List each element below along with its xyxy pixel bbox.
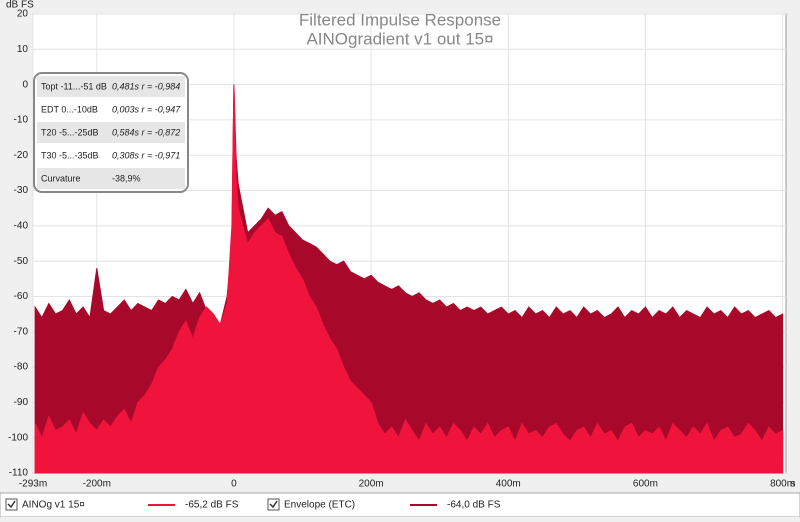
chart-title: Filtered Impulse Response <box>299 10 501 29</box>
stats-value: -38,9% <box>112 173 141 183</box>
y-tick-label: -30 <box>14 185 29 196</box>
stats-row <box>37 76 185 97</box>
stats-label: EDT 0...-10dB <box>41 104 98 114</box>
y-tick-label: -60 <box>14 291 29 302</box>
stats-row <box>37 145 185 166</box>
stats-table: Topt -11...-51 dB 0,481s r = -0,984 EDT 0.… <box>33 72 189 193</box>
x-tick-label: 600m <box>633 479 658 490</box>
y-tick-label: 10 <box>17 44 29 55</box>
stats-value: 0,003s r = -0,947 <box>112 104 181 114</box>
legend-checkbox[interactable] <box>5 498 18 511</box>
legend-label: AINOg v1 15¤ <box>22 500 85 511</box>
y-tick-label: 20 <box>17 9 29 20</box>
y-tick-label: -20 <box>14 150 29 161</box>
stats-value: 0,481s r = -0,984 <box>112 81 180 91</box>
x-tick-label: -200m <box>83 479 111 490</box>
y-tick-label: -110 <box>9 468 29 479</box>
stats-label: Curvature <box>41 173 81 183</box>
y-tick-label: -90 <box>14 397 29 408</box>
stats-value: 0,308s r = -0,971 <box>112 150 180 160</box>
stats-row <box>37 122 185 143</box>
y-tick-label: -50 <box>14 256 29 267</box>
stats-label: T30 -5...-35dB <box>41 150 99 160</box>
legend-bar <box>0 492 800 518</box>
y-tick-label: -100 <box>8 432 28 443</box>
series-area <box>34 84 784 474</box>
stats-label: T20 -5...-25dB <box>41 127 99 137</box>
y-tick-label: -40 <box>14 220 29 231</box>
y-tick-label: -80 <box>14 362 29 373</box>
y-tick-label: 0 <box>22 79 28 90</box>
x-tick-label: 200m <box>359 479 384 490</box>
checkmark <box>7 500 16 509</box>
x-axis-label: s <box>791 479 796 490</box>
x-tick-label: -293m <box>19 479 47 490</box>
y-tick-label: -70 <box>14 326 29 337</box>
stats-label: Topt -11...-51 dB <box>41 81 107 91</box>
x-tick-label: 800m <box>770 479 795 490</box>
checkmark <box>269 500 278 509</box>
legend-checkbox[interactable] <box>267 498 280 511</box>
stats-row <box>37 168 185 189</box>
x-tick-label: 400m <box>496 479 521 490</box>
x-tick-label: 0 <box>231 479 237 490</box>
stats-value: 0,584s r = -0,872 <box>112 127 180 137</box>
y-tick-label: -10 <box>14 115 29 126</box>
legend-readout: -65,2 dB FS <box>185 500 239 511</box>
chart-subtitle: AINOgradient v1 out 15¤ <box>306 29 493 48</box>
legend-label: Envelope (ETC) <box>284 500 355 511</box>
stats-row <box>37 99 185 120</box>
legend-readout: -64,0 dB FS <box>447 500 501 511</box>
y-axis-label: dB FS <box>6 0 34 11</box>
